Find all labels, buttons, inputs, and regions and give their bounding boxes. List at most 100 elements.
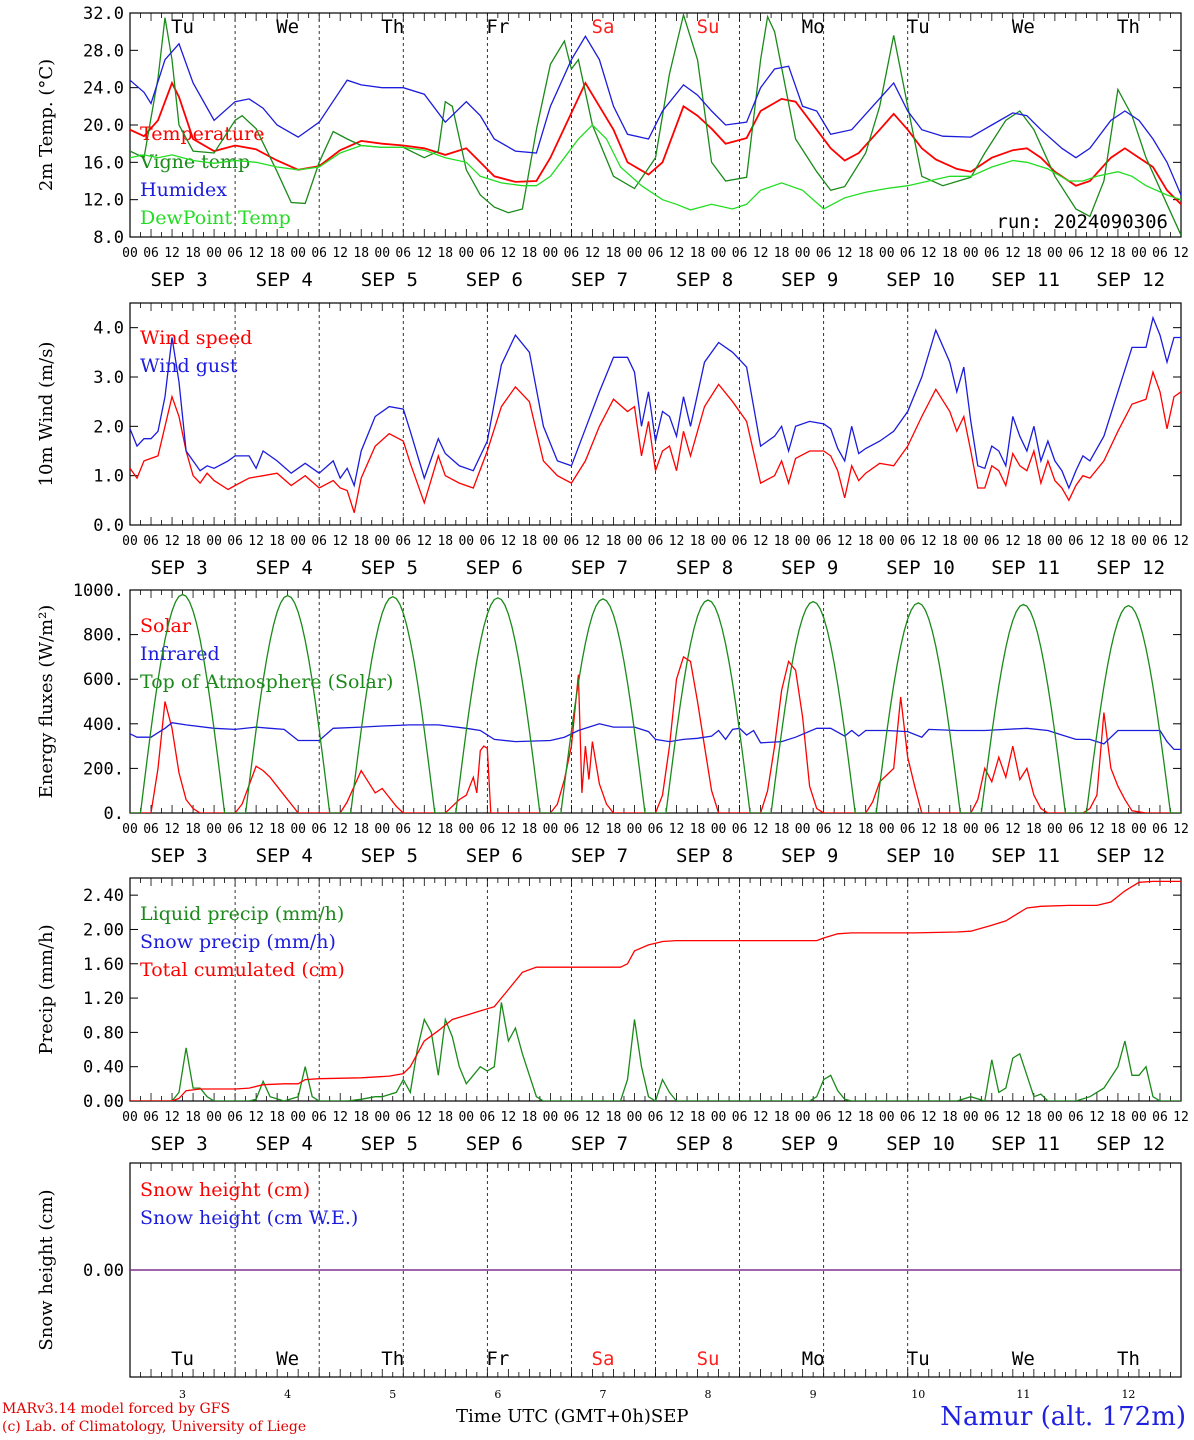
date-label: SEP 3 <box>151 1133 208 1155</box>
hour-tick-label: 00 <box>627 246 643 261</box>
y-tick-label: 32.0 <box>83 4 124 24</box>
x-axis-title: Time UTC (GMT+0h) <box>456 1406 651 1427</box>
date-label: SEP 8 <box>676 845 733 867</box>
panel-temperature: 8.0 12.0 16.0 20.0 24.0 28.0 32.0 2m Temp. (°C)… <box>36 4 1189 291</box>
hour-tick-label: 18 <box>606 534 622 549</box>
hour-tick-label: 12 <box>837 246 853 261</box>
hour-tick-label: 00 <box>627 534 643 549</box>
y-tick-label: 2.00 <box>83 920 124 940</box>
date-label: SEP 7 <box>571 1133 628 1155</box>
hour-tick-label: 00 <box>879 1110 895 1125</box>
hour-tick-label: 12 <box>585 1110 601 1125</box>
date-label: SEP 10 <box>886 1133 955 1155</box>
hour-tick-label: 06 <box>1152 822 1168 837</box>
hour-tick-label: 06 <box>564 534 580 549</box>
hour-tick-label: 18 <box>1026 822 1042 837</box>
hour-tick-label: 00 <box>711 534 727 549</box>
hour-tick-label: 00 <box>374 246 390 261</box>
hour-tick-label: 00 <box>374 1110 390 1125</box>
y-tick-label: 24.0 <box>83 79 124 99</box>
hour-tick-label: 00 <box>122 822 138 837</box>
hour-tick-label: 00 <box>1131 246 1147 261</box>
y-tick-label: 2.40 <box>83 886 124 906</box>
y-tick-label: 8.0 <box>93 228 124 248</box>
hour-tick-label: 18 <box>774 534 790 549</box>
panel-wind: 0.0 1.0 2.0 3.0 4.0 10m Wind (m/s) 00 06 12 18 00 0… <box>36 302 1189 579</box>
hour-tick-label: 06 <box>143 534 159 549</box>
hour-tick-label: 18 <box>690 246 706 261</box>
hour-tick-label: 12 <box>332 534 348 549</box>
date-label: SEP 9 <box>781 557 838 579</box>
hour-tick-label: 18 <box>858 1110 874 1125</box>
hour-tick-label: 12 <box>248 1110 264 1125</box>
hour-tick-label: 18 <box>942 246 958 261</box>
panel-precip: 0.00 0.40 0.80 1.20 1.60 2.00 2.40 Precip (mm/h… <box>36 877 1189 1155</box>
series-line-total-cumulated-cm- <box>130 880 1181 1101</box>
date-label: SEP 6 <box>466 269 523 291</box>
date-label: SEP 12 <box>1096 1133 1165 1155</box>
legend-entry: Top of Atmosphere (Solar) <box>140 671 393 693</box>
legend-entry: Solar <box>140 615 192 637</box>
weekday-label: Sa <box>592 1348 615 1370</box>
hour-tick-label: 06 <box>984 534 1000 549</box>
day-number-label: 3 <box>179 1388 186 1401</box>
weekday-label: Mo <box>802 1348 825 1370</box>
hour-tick-label: 00 <box>206 1110 222 1125</box>
hour-tick-label: 12 <box>501 822 517 837</box>
y-axis-label: Snow height (cm) <box>36 1189 57 1350</box>
hour-tick-label: 12 <box>753 822 769 837</box>
series-line-humidex <box>130 35 1181 196</box>
hour-tick-label: 18 <box>522 246 538 261</box>
hour-tick-label: 06 <box>648 1110 664 1125</box>
hour-tick-label: 12 <box>1173 246 1189 261</box>
hour-tick-label: 12 <box>501 246 517 261</box>
weekday-label: Fr <box>486 16 509 38</box>
date-label: SEP 11 <box>991 845 1060 867</box>
hour-tick-label: 12 <box>669 534 685 549</box>
series-line-top-of-atmosphere-solar- <box>130 593 1181 813</box>
hour-tick-label: 00 <box>458 822 474 837</box>
weekday-label: Th <box>381 16 404 38</box>
weekday-label: Su <box>697 16 720 38</box>
hour-tick-label: 12 <box>501 534 517 549</box>
hour-tick-label: 06 <box>732 246 748 261</box>
hour-tick-label: 12 <box>669 1110 685 1125</box>
hour-tick-label: 00 <box>963 1110 979 1125</box>
hour-tick-label: 06 <box>732 822 748 837</box>
hour-tick-label: 12 <box>1089 246 1105 261</box>
hour-tick-label: 00 <box>1047 822 1063 837</box>
hour-tick-label: 18 <box>353 534 369 549</box>
hour-tick-label: 12 <box>753 1110 769 1125</box>
hour-tick-label: 06 <box>311 534 327 549</box>
hour-tick-label: 00 <box>795 246 811 261</box>
date-label: SEP 4 <box>256 845 313 867</box>
hour-tick-label: 18 <box>774 246 790 261</box>
hour-tick-label: 12 <box>585 822 601 837</box>
hour-tick-label: 06 <box>1152 246 1168 261</box>
date-label: SEP 5 <box>361 557 418 579</box>
hour-tick-label: 00 <box>879 534 895 549</box>
weekday-label: Tu <box>171 16 194 38</box>
hour-tick-label: 18 <box>185 1110 201 1125</box>
legend-entry: Liquid precip (mm/h) <box>140 903 344 925</box>
hour-tick-label: 18 <box>1026 246 1042 261</box>
weekday-label: We <box>1012 16 1035 38</box>
weekday-label: Fr <box>486 1348 509 1370</box>
hour-tick-label: 12 <box>837 822 853 837</box>
hour-tick-label: 06 <box>564 246 580 261</box>
hour-tick-label: 00 <box>122 534 138 549</box>
hour-tick-label: 18 <box>185 246 201 261</box>
hour-tick-label: 18 <box>269 246 285 261</box>
hour-tick-label: 06 <box>1152 534 1168 549</box>
hour-tick-label: 00 <box>711 1110 727 1125</box>
date-label: SEP 7 <box>571 269 628 291</box>
y-tick-label: 28.0 <box>83 41 124 61</box>
hour-tick-label: 12 <box>1089 822 1105 837</box>
hour-tick-label: 12 <box>416 534 432 549</box>
hour-tick-label: 12 <box>669 246 685 261</box>
hour-tick-label: 06 <box>900 1110 916 1125</box>
hour-tick-label: 18 <box>1026 534 1042 549</box>
hour-tick-label: 00 <box>458 246 474 261</box>
hour-tick-label: 06 <box>480 534 496 549</box>
credit-lab: (c) Lab. of Climatology, University of L… <box>2 1419 307 1435</box>
